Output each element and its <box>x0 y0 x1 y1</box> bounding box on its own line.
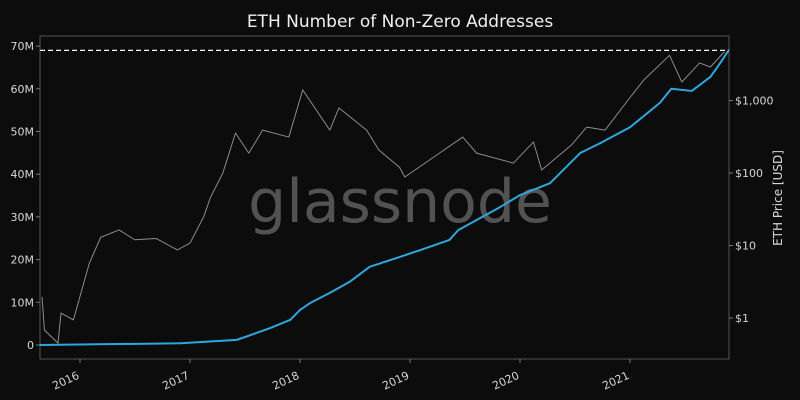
left-tick-label: 50M <box>11 126 35 139</box>
left-tick-label: 40M <box>11 168 35 181</box>
plot-frame <box>39 35 730 360</box>
price-line <box>41 51 725 344</box>
addresses-line <box>39 49 730 346</box>
right-tick-label: $100 <box>735 167 763 180</box>
left-axis: 0 10M 20M 30M 40M 50M 60M 70M <box>11 40 40 352</box>
right-tick-label: $1 <box>735 312 749 325</box>
left-tick-label: 10M <box>11 296 35 309</box>
right-axis: $1 $10 $100 $1,000 <box>729 95 774 325</box>
right-tick-label: $10 <box>735 240 756 253</box>
left-tick-label: 30M <box>11 211 35 224</box>
left-tick-label: 70M <box>11 40 35 53</box>
left-tick-label: 0 <box>27 339 34 352</box>
left-tick-label: 60M <box>11 83 35 96</box>
right-tick-label: $1,000 <box>735 95 774 108</box>
right-axis-label: ETH Price [USD] <box>771 150 785 246</box>
left-tick-label: 20M <box>11 254 35 267</box>
chart-title: ETH Number of Non-Zero Addresses <box>247 12 554 32</box>
watermark-logo: glassnode <box>248 167 552 237</box>
